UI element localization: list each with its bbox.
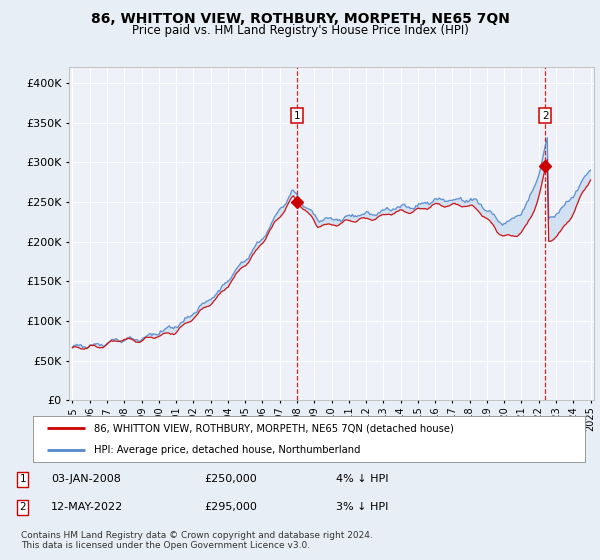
Text: HPI: Average price, detached house, Northumberland: HPI: Average price, detached house, Nort… xyxy=(94,445,360,455)
Text: 86, WHITTON VIEW, ROTHBURY, MORPETH, NE65 7QN: 86, WHITTON VIEW, ROTHBURY, MORPETH, NE6… xyxy=(91,12,509,26)
Text: 86, WHITTON VIEW, ROTHBURY, MORPETH, NE65 7QN (detached house): 86, WHITTON VIEW, ROTHBURY, MORPETH, NE6… xyxy=(94,423,454,433)
Text: 3% ↓ HPI: 3% ↓ HPI xyxy=(336,502,388,512)
Text: 4% ↓ HPI: 4% ↓ HPI xyxy=(336,474,389,484)
Text: £295,000: £295,000 xyxy=(204,502,257,512)
Text: Contains HM Land Registry data © Crown copyright and database right 2024.
This d: Contains HM Land Registry data © Crown c… xyxy=(21,531,373,550)
Text: 2: 2 xyxy=(542,110,548,120)
Text: 2: 2 xyxy=(19,502,26,512)
Text: 12-MAY-2022: 12-MAY-2022 xyxy=(51,502,123,512)
Text: 1: 1 xyxy=(19,474,26,484)
Text: 03-JAN-2008: 03-JAN-2008 xyxy=(51,474,121,484)
Text: £250,000: £250,000 xyxy=(204,474,257,484)
Text: 1: 1 xyxy=(293,110,300,120)
Text: Price paid vs. HM Land Registry's House Price Index (HPI): Price paid vs. HM Land Registry's House … xyxy=(131,24,469,37)
